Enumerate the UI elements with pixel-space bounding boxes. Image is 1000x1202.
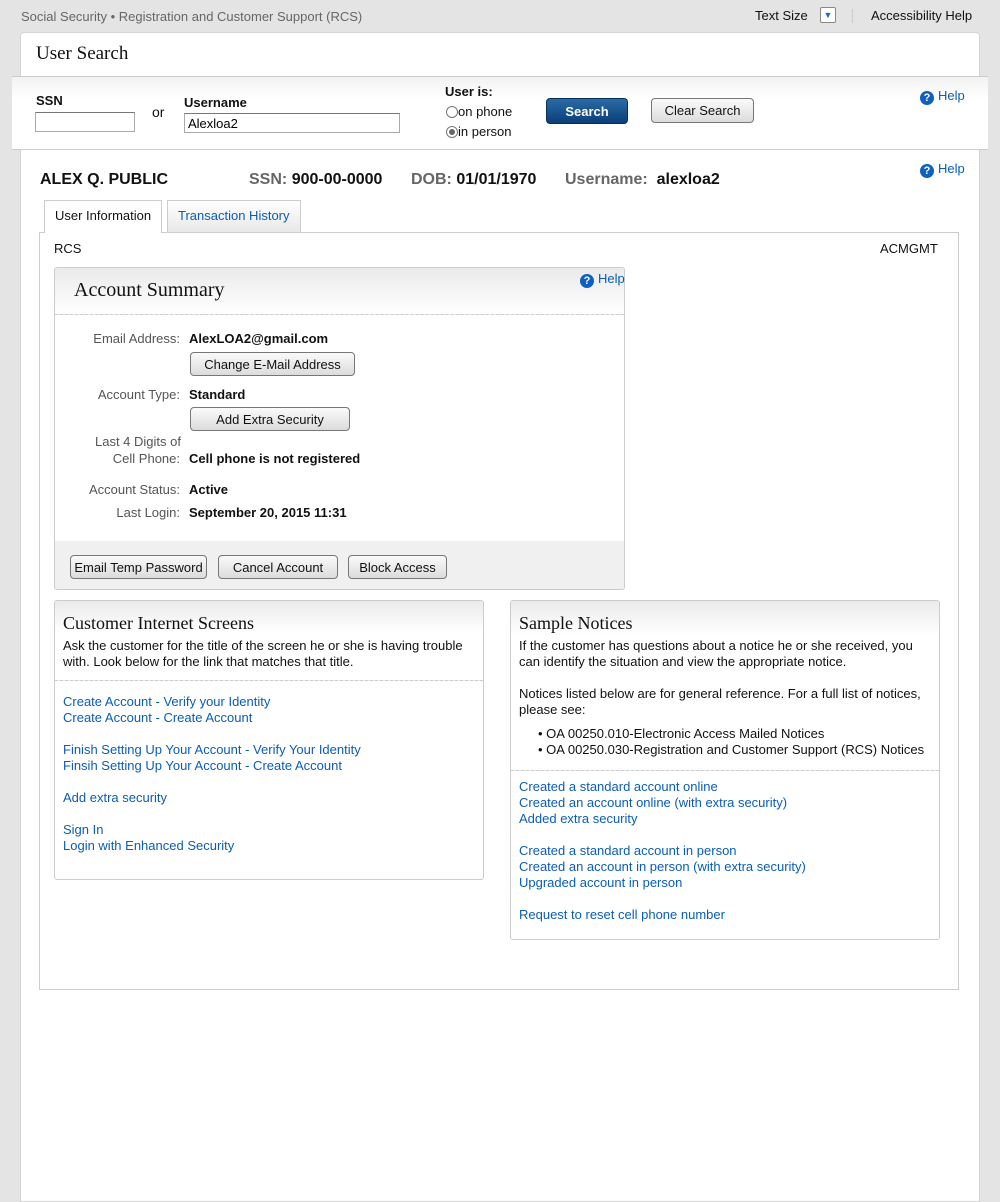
account-summary-help-link[interactable]: ? Help bbox=[580, 271, 625, 288]
dob-label: DOB: bbox=[411, 171, 452, 188]
user-help-link[interactable]: ? Help bbox=[920, 161, 965, 178]
app-title: Social Security • Registration and Custo… bbox=[21, 9, 363, 24]
username-label: Username: bbox=[565, 171, 648, 188]
text-size-dropdown[interactable]: ▼ bbox=[820, 7, 836, 23]
email-value: AlexLOA2@gmail.com bbox=[189, 331, 329, 346]
link-standard-online[interactable]: Created a standard account online bbox=[519, 779, 718, 794]
link-in-person-extra-security[interactable]: Created an account in person (with extra… bbox=[519, 859, 806, 874]
divider bbox=[852, 9, 853, 23]
link-upgraded-in-person[interactable]: Upgraded account in person bbox=[519, 875, 683, 890]
cell-label-line2: Cell Phone: bbox=[112, 451, 180, 466]
radio-in-person[interactable]: in person bbox=[446, 124, 511, 139]
internet-screens-title: Customer Internet Screens bbox=[63, 613, 254, 633]
help-icon: ? bbox=[920, 91, 934, 105]
radio-icon bbox=[446, 106, 458, 118]
internet-screens-card bbox=[54, 600, 484, 880]
username-label: Username bbox=[184, 95, 247, 110]
username-value: alexloa2 bbox=[656, 171, 720, 188]
search-bar bbox=[12, 76, 988, 150]
email-temp-password-button[interactable]: Email Temp Password bbox=[70, 555, 207, 579]
add-extra-security-button[interactable]: Add Extra Security bbox=[190, 407, 350, 431]
link-add-extra-security[interactable]: Add extra security bbox=[63, 790, 168, 805]
account-type-label: Account Type: bbox=[97, 387, 180, 402]
page-title: User Search bbox=[36, 43, 129, 64]
search-help-link[interactable]: ? Help bbox=[920, 88, 965, 105]
radio-on-phone[interactable]: on phone bbox=[446, 104, 512, 119]
change-email-button[interactable]: Change E-Mail Address bbox=[190, 352, 355, 376]
radio-selected-icon bbox=[446, 126, 458, 138]
sample-notices-card bbox=[510, 600, 940, 940]
ssn-input[interactable] bbox=[35, 112, 135, 132]
sample-notices-links: Created a standard account online Create… bbox=[519, 779, 806, 923]
status-label: Account Status: bbox=[88, 482, 180, 497]
sample-notices-reference: Notices listed below are for general ref… bbox=[519, 686, 921, 717]
cancel-account-button[interactable]: Cancel Account bbox=[218, 555, 338, 579]
acmgmt-label: ACMGMT bbox=[880, 241, 938, 256]
text-size-label: Text Size bbox=[755, 8, 808, 23]
chevron-down-icon: ▼ bbox=[823, 10, 833, 20]
clear-search-button[interactable]: Clear Search bbox=[651, 98, 754, 123]
link-finish-create[interactable]: Finsih Setting Up Your Account - Create … bbox=[63, 758, 342, 773]
dob-value: 01/01/1970 bbox=[456, 171, 537, 188]
account-summary-title: Account Summary bbox=[74, 279, 225, 301]
rcs-label: RCS bbox=[54, 241, 82, 256]
internet-screens-links: Create Account - Verify your Identity Cr… bbox=[63, 694, 361, 854]
link-create-account[interactable]: Create Account - Create Account bbox=[63, 710, 253, 725]
link-finish-verify[interactable]: Finish Setting Up Your Account - Verify … bbox=[63, 742, 361, 757]
user-name: ALEX Q. PUBLIC bbox=[40, 171, 169, 188]
last-login-label: Last Login: bbox=[116, 505, 180, 520]
internet-screens-description: Ask the customer for the title of the sc… bbox=[63, 638, 463, 669]
link-create-verify[interactable]: Create Account - Verify your Identity bbox=[63, 694, 271, 709]
or-label: or bbox=[152, 104, 165, 120]
link-sign-in[interactable]: Sign In bbox=[63, 822, 104, 837]
link-enhanced-login[interactable]: Login with Enhanced Security bbox=[63, 838, 235, 853]
account-fields: Email Address: AlexLOA2@gmail.com Change … bbox=[54, 330, 614, 530]
help-icon: ? bbox=[580, 274, 594, 288]
account-type-value: Standard bbox=[189, 387, 246, 402]
ssn-label: SSN: bbox=[249, 171, 288, 188]
link-online-extra-security[interactable]: Created an account online (with extra se… bbox=[519, 795, 788, 810]
reference-item: • OA 00250.030-Registration and Customer… bbox=[538, 742, 925, 757]
accessibility-help-link[interactable]: Accessibility Help bbox=[871, 8, 973, 23]
block-access-button[interactable]: Block Access bbox=[348, 555, 447, 579]
status-value: Active bbox=[189, 482, 229, 497]
cell-label-line1: Last 4 Digits of bbox=[95, 434, 181, 449]
cell-value: Cell phone is not registered bbox=[189, 451, 361, 466]
user-is-label: User is: bbox=[445, 84, 493, 99]
email-label: Email Address: bbox=[93, 331, 180, 346]
help-icon: ? bbox=[920, 164, 934, 178]
ssn-value: 900-00-0000 bbox=[291, 171, 383, 188]
search-button[interactable]: Search bbox=[546, 98, 628, 124]
link-standard-in-person[interactable]: Created a standard account in person bbox=[519, 843, 737, 858]
link-added-extra-security[interactable]: Added extra security bbox=[519, 811, 638, 826]
link-reset-cell-phone[interactable]: Request to reset cell phone number bbox=[519, 907, 725, 922]
sample-notices-description: If the customer has questions about a no… bbox=[519, 638, 913, 669]
notice-references: • OA 00250.010-Electronic Access Mailed … bbox=[538, 726, 924, 758]
tab-user-information[interactable]: User Information bbox=[44, 200, 163, 233]
ssn-label: SSN bbox=[36, 93, 63, 108]
username-input[interactable] bbox=[184, 113, 400, 133]
reference-item: • OA 00250.010-Electronic Access Mailed … bbox=[538, 726, 825, 741]
tab-transaction-history[interactable]: Transaction History bbox=[167, 200, 301, 232]
last-login-value: September 20, 2015 11:31 bbox=[189, 505, 347, 520]
sample-notices-title: Sample Notices bbox=[519, 613, 633, 633]
